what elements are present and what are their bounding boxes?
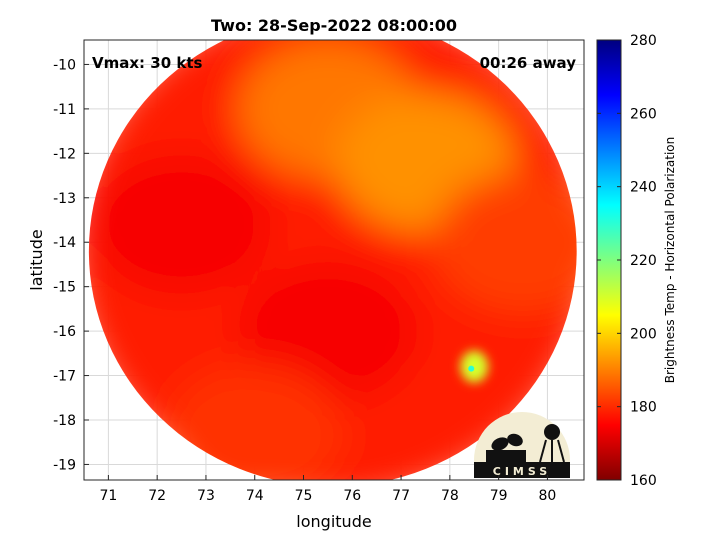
colorbar-label: Brightness Temp - Horizontal Polarizatio… <box>663 137 677 384</box>
y-tick-label: -16 <box>53 324 76 340</box>
region-east-edge <box>433 172 577 313</box>
region-cold-spot-core <box>468 365 475 372</box>
colorbar-tick-label: 200 <box>630 326 657 342</box>
y-tick-label: -18 <box>53 413 76 429</box>
axes-frame <box>83 39 585 481</box>
x-tick-label: 74 <box>246 488 264 504</box>
cimss-logo: CIMSS <box>474 412 570 478</box>
x-axis-label: longitude <box>296 512 371 531</box>
time-away-annotation: 00:26 away <box>480 54 577 72</box>
axis-ticks: 71 72 73 74 75 76 77 78 79 80 -10 -11 -12 -13 -14 -15 -1… <box>53 57 556 504</box>
region-south-edge <box>164 363 345 480</box>
y-tick-label: -10 <box>53 57 76 73</box>
colorbar-tick-label: 260 <box>630 106 657 122</box>
region-west-dark-band <box>91 154 272 295</box>
swath <box>88 40 577 480</box>
region-center-core <box>237 261 418 402</box>
y-tick-label: -14 <box>53 235 76 251</box>
x-tick-label: 80 <box>539 488 557 504</box>
x-tick-label: 77 <box>392 488 410 504</box>
y-tick-label: -17 <box>53 369 76 385</box>
x-tick-label: 71 <box>99 488 117 504</box>
y-tick-label: -13 <box>53 191 76 207</box>
x-tick-label: 73 <box>197 488 215 504</box>
colorbar-tick-label: 180 <box>630 400 657 416</box>
x-tick-label: 72 <box>148 488 166 504</box>
region-cold-spot <box>460 350 489 383</box>
colorbar-tick-label: 220 <box>630 253 657 269</box>
colorbar-tick-label: 160 <box>630 473 657 489</box>
x-tick-label: 79 <box>490 488 508 504</box>
vmax-annotation: Vmax: 30 kts <box>92 54 202 72</box>
watermark-text: CIMSS <box>493 465 551 478</box>
y-tick-label: -11 <box>53 102 76 118</box>
colorbar-tick-label: 240 <box>630 180 657 196</box>
x-tick-label: 75 <box>295 488 313 504</box>
colorbar: 160 180 200 220 240 260 280 Brightness Temp - … <box>596 33 677 489</box>
y-tick-label: -19 <box>53 457 76 473</box>
chart-title: Two: 28-Sep-2022 08:00:00 <box>211 16 457 35</box>
x-tick-label: 78 <box>441 488 459 504</box>
y-tick-label: -12 <box>53 146 76 162</box>
colorbar-tick-label: 280 <box>630 33 657 49</box>
y-axis-label: latitude <box>27 229 46 290</box>
x-tick-label: 76 <box>343 488 361 504</box>
y-tick-label: -15 <box>53 280 76 296</box>
